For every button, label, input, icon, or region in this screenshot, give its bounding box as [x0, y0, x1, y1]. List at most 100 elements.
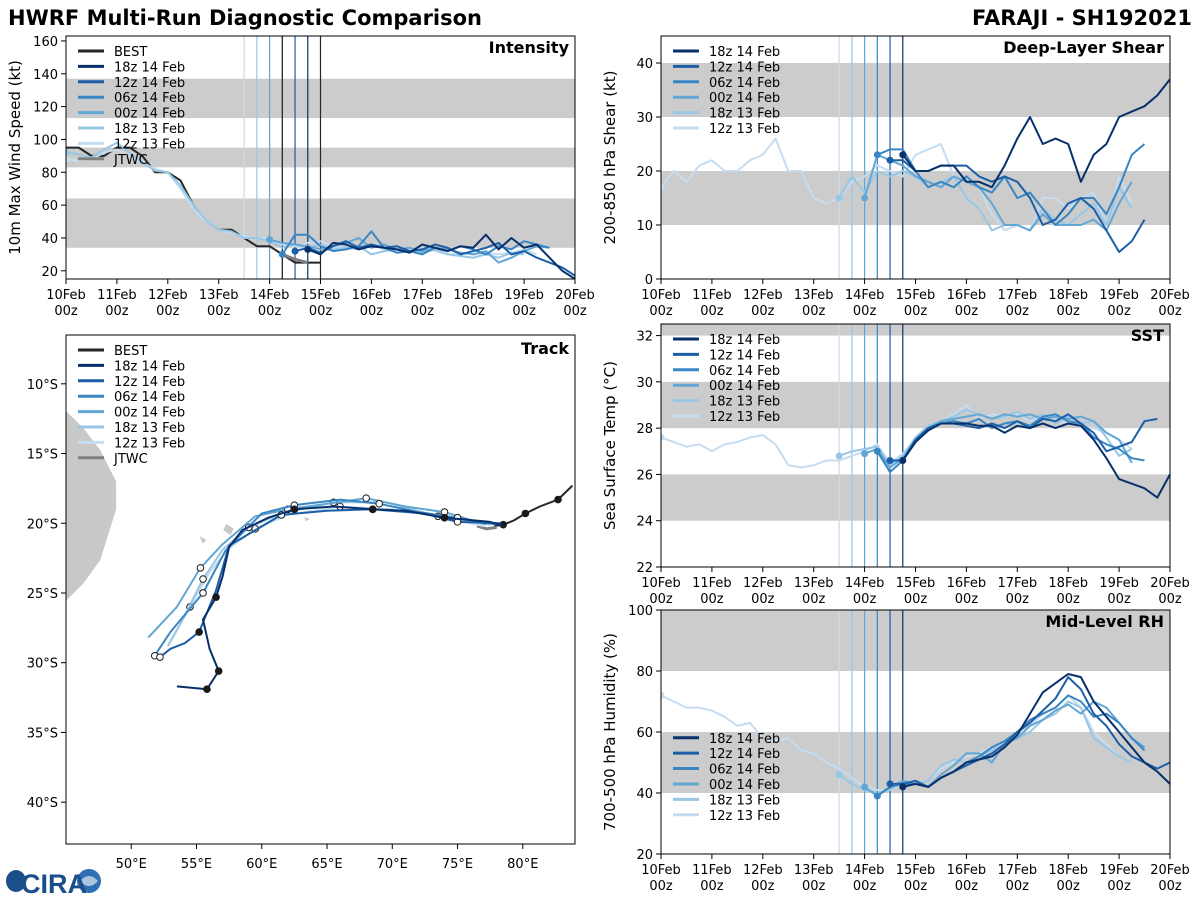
track-xtick-label: 70°E	[377, 857, 408, 872]
track-legend-label-best: BEST	[114, 344, 147, 359]
rh-xtick-label: 15Feb 00z	[896, 863, 936, 894]
sst-xtick-label: 10Feb 00z	[641, 576, 681, 607]
track-legend-label-18z-13-feb: 18z 13 Feb	[114, 421, 185, 436]
track-marker-12z-14-feb	[195, 628, 203, 636]
intensity-xtick-date: 20Feb	[555, 288, 595, 303]
sst-xtick-hour: 00z	[649, 592, 673, 607]
shear-xtick-date: 12Feb	[743, 288, 783, 303]
rh-xtick-hour: 00z	[1107, 879, 1131, 894]
rh-band-1	[661, 610, 1170, 671]
intensity-legend-label-12z-14-feb: 12z 14 Feb	[114, 76, 185, 91]
rh-xtick-date: 15Feb	[896, 863, 936, 878]
sst-xtick-date: 19Feb	[1099, 576, 1139, 591]
intensity-xtick-date: 16Feb	[352, 288, 392, 303]
track-legend-label-12z-13-feb: 12z 13 Feb	[114, 436, 185, 451]
intensity-legend-label-18z-13-feb: 18z 13 Feb	[114, 122, 185, 137]
sst-xtick-label: 14Feb 00z	[845, 576, 885, 607]
sst-xtick-hour: 00z	[955, 592, 979, 607]
rh-legend-label-18z-14-feb: 18z 14 Feb	[709, 732, 780, 747]
shear-legend-label-18z-14-feb: 18z 14 Feb	[709, 45, 780, 60]
intensity-xtick-date: 18Feb	[453, 288, 493, 303]
rh-ylabel: 700-500 hPa Humidity (%)	[601, 633, 619, 831]
rh-legend-label-00z-14-feb: 00z 14 Feb	[709, 778, 780, 793]
sst-legend-label-18z-13-feb: 18z 13 Feb	[709, 395, 780, 410]
rh-xtick-date: 18Feb	[1048, 863, 1088, 878]
intensity-xtick-date: 13Feb	[199, 288, 239, 303]
intensity-xtick-label: 18Feb 00z	[453, 288, 493, 319]
track-marker-18z-14-feb	[214, 667, 223, 675]
shear-xtick-hour: 00z	[751, 304, 775, 319]
sst-legend-label-18z-14-feb: 18z 14 Feb	[709, 333, 780, 348]
sst-series-18z-14-feb	[901, 422, 1170, 499]
intensity-xtick-label: 12Feb 00z	[148, 288, 188, 319]
track-line-best	[493, 484, 574, 527]
intensity-init-point-18z-13-feb	[66, 149, 70, 157]
track-plot-area	[66, 410, 574, 694]
shear-xtick-hour: 00z	[955, 304, 979, 319]
track-xtick-label: 80°E	[507, 857, 538, 872]
intensity-plot-area	[66, 36, 575, 279]
shear-xtick-hour: 00z	[700, 304, 724, 319]
shear-init-point-18z-13-feb	[835, 194, 843, 202]
rh-xtick-date: 12Feb	[743, 863, 783, 878]
sst-xtick-hour: 00z	[1006, 592, 1030, 607]
shear-xtick-hour: 00z	[904, 304, 928, 319]
sst-xtick-date: 11Feb	[692, 576, 732, 591]
storm-name: FARAJI - SH192021	[972, 6, 1192, 30]
rh-xtick-hour: 00z	[904, 879, 928, 894]
intensity-init-point-12z-14-feb	[291, 247, 299, 255]
sst-init-point-12z-14-feb	[886, 457, 894, 465]
shear-xtick-date: 11Feb	[692, 288, 732, 303]
track-marker-18z-13-feb	[199, 575, 207, 583]
shear-init-point-12z-14-feb	[886, 156, 894, 164]
track-panel: 50°E 55°E 60°E 65°E 70°E 75°E 80°E 10°S 15°S 20°S…	[27, 334, 576, 872]
sst-xtick-label: 13Feb 00z	[794, 576, 834, 607]
track-ytick-label: 15°S	[27, 448, 58, 463]
rh-xtick-hour: 00z	[853, 879, 877, 894]
sst-xtick-date: 12Feb	[743, 576, 783, 591]
intensity-xtick-date: 12Feb	[148, 288, 188, 303]
rh-xtick-hour: 00z	[955, 879, 979, 894]
shear-xtick-label: 10Feb 00z	[641, 288, 681, 319]
sst-legend-label-12z-13-feb: 12z 13 Feb	[709, 410, 780, 425]
track-marker-18z-14-feb	[440, 513, 449, 522]
rh-xtick-date: 13Feb	[794, 863, 834, 878]
track-marker-00z-14-feb	[362, 494, 370, 502]
intensity-xtick-date: 14Feb	[250, 288, 290, 303]
rh-xtick-hour: 00z	[802, 879, 826, 894]
rh-xtick-hour: 00z	[700, 879, 724, 894]
sst-xtick-label: 15Feb 00z	[896, 576, 936, 607]
shear-legend-label-00z-14-feb: 00z 14 Feb	[709, 91, 780, 106]
intensity-xtick-hour: 00z	[258, 304, 282, 319]
rh-ytick-label: 60	[636, 726, 653, 741]
track-xtick-label: 75°E	[442, 857, 473, 872]
sst-ytick-label: 30	[636, 376, 653, 391]
sst-ylabel: Sea Surface Temp (°C)	[601, 361, 619, 530]
rh-xtick-label: 12Feb 00z	[743, 863, 783, 894]
shear-xtick-label: 19Feb 00z	[1099, 288, 1139, 319]
logo-globe-icon	[6, 870, 26, 892]
rh-xtick-date: 17Feb	[998, 863, 1038, 878]
sst-band-1	[661, 381, 1170, 429]
rh-legend-label-12z-14-feb: 12z 14 Feb	[709, 747, 780, 762]
shear-xtick-label: 18Feb 00z	[1048, 288, 1088, 319]
land-1	[223, 523, 234, 536]
rh-xtick-date: 19Feb	[1099, 863, 1139, 878]
rh-xtick-date: 16Feb	[947, 863, 987, 878]
shear-xtick-date: 16Feb	[947, 288, 987, 303]
land-0	[66, 410, 117, 601]
shear-init-point-12z-13-feb	[661, 183, 665, 191]
intensity-xtick-hour: 00z	[411, 304, 435, 319]
sst-ytick-label: 26	[636, 468, 653, 483]
rh-legend-label-12z-13-feb: 12z 13 Feb	[709, 809, 780, 824]
rh-init-point-06z-14-feb	[873, 792, 881, 800]
sst-init-point-18z-13-feb	[835, 452, 843, 460]
intensity-xtick-hour: 00z	[54, 304, 78, 319]
shear-xtick-date: 19Feb	[1099, 288, 1139, 303]
shear-ytick-label: 0	[645, 273, 653, 288]
track-marker-06z-14-feb	[375, 499, 384, 508]
sst-ytick-label: 28	[636, 422, 653, 437]
